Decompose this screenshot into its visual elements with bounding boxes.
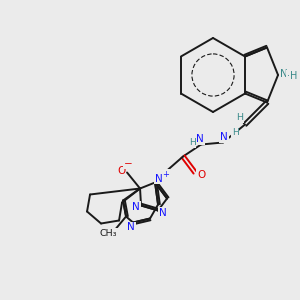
Text: O: O bbox=[197, 169, 205, 179]
Text: N: N bbox=[220, 133, 228, 142]
Text: H: H bbox=[236, 113, 244, 122]
Text: N: N bbox=[132, 202, 140, 212]
Text: O: O bbox=[117, 167, 125, 176]
Text: N: N bbox=[280, 69, 288, 79]
Text: H: H bbox=[189, 138, 195, 147]
Text: −: − bbox=[124, 158, 132, 169]
Text: N: N bbox=[155, 173, 163, 184]
Text: N: N bbox=[159, 208, 167, 218]
Text: N: N bbox=[127, 223, 135, 232]
Text: H: H bbox=[232, 128, 238, 137]
Text: CH₃: CH₃ bbox=[99, 229, 117, 238]
Text: ·H: ·H bbox=[287, 71, 297, 81]
Text: N: N bbox=[196, 134, 204, 145]
Text: +: + bbox=[163, 170, 170, 179]
